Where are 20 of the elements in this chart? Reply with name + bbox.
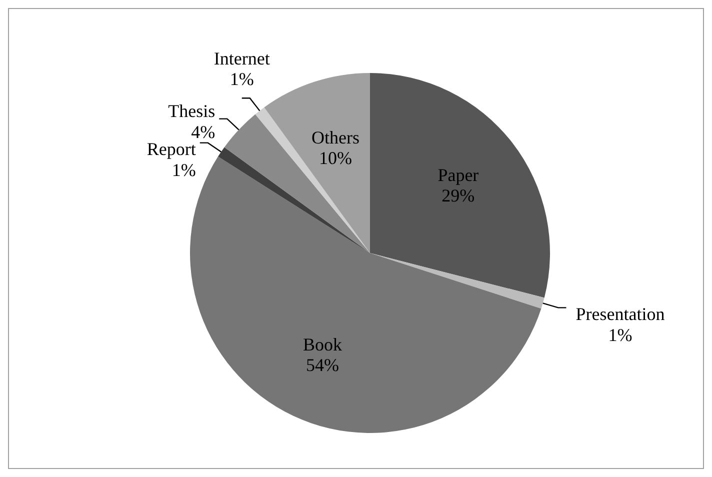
slice-label: Book	[302, 334, 342, 354]
data-label: 4%	[191, 122, 216, 142]
slice-label: Paper	[438, 165, 479, 185]
slice-label: Internet	[214, 48, 270, 69]
data-label: 1%	[608, 324, 632, 345]
pie-slice	[264, 73, 370, 253]
slice-label: Report	[146, 139, 196, 160]
slice-label: Thesis	[168, 101, 216, 122]
data-label: 1%	[172, 160, 196, 180]
pie-slice	[370, 253, 544, 309]
data-label: 1%	[230, 69, 254, 90]
pie-slice	[218, 147, 370, 253]
pie-slice	[370, 73, 550, 298]
pie-slice	[224, 114, 370, 253]
data-label: 29%	[442, 186, 475, 206]
data-label: 10%	[319, 148, 352, 168]
pie-slice	[255, 107, 370, 253]
data-label: 54%	[306, 355, 339, 376]
slice-label: Others	[312, 127, 360, 148]
slice-label: Presentation	[576, 304, 665, 324]
